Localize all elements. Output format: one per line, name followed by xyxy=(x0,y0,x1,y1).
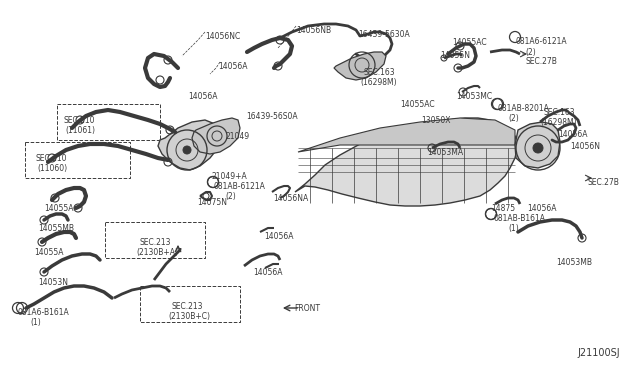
Text: 14053MB: 14053MB xyxy=(556,258,592,267)
Text: 14056NA: 14056NA xyxy=(273,194,308,203)
Text: 14055MB: 14055MB xyxy=(38,224,74,233)
Text: 14055N: 14055N xyxy=(440,51,470,60)
Text: SEC.163: SEC.163 xyxy=(543,108,575,117)
Text: 14056A: 14056A xyxy=(527,204,557,213)
Text: 081AB-6121A: 081AB-6121A xyxy=(213,182,265,191)
Text: 16439-5630A: 16439-5630A xyxy=(358,30,410,39)
Text: SEC.213: SEC.213 xyxy=(172,302,204,311)
Text: SEC.210: SEC.210 xyxy=(63,116,95,125)
Text: 14056A: 14056A xyxy=(218,62,248,71)
Text: SEC.27B: SEC.27B xyxy=(525,57,557,66)
Text: 14053MC: 14053MC xyxy=(456,92,492,101)
Polygon shape xyxy=(158,120,220,170)
Text: 14875: 14875 xyxy=(491,204,515,213)
Text: 14055A: 14055A xyxy=(34,248,63,257)
Text: 14056NC: 14056NC xyxy=(205,32,240,41)
Text: (2): (2) xyxy=(508,114,519,123)
Text: J21100SJ: J21100SJ xyxy=(577,348,620,358)
Text: (11060): (11060) xyxy=(37,164,67,173)
Text: 14056A: 14056A xyxy=(558,130,588,139)
Circle shape xyxy=(533,143,543,153)
Text: 14056N: 14056N xyxy=(570,142,600,151)
Text: 14053MA: 14053MA xyxy=(427,148,463,157)
Circle shape xyxy=(183,146,191,154)
Text: (1): (1) xyxy=(30,318,41,327)
Text: SEC.163: SEC.163 xyxy=(363,68,395,77)
Text: (2): (2) xyxy=(525,48,536,57)
Text: 14056A: 14056A xyxy=(264,232,294,241)
Text: SEC.27B: SEC.27B xyxy=(587,178,619,187)
Polygon shape xyxy=(334,52,386,80)
Text: SEC.210: SEC.210 xyxy=(35,154,67,163)
Text: 14056A: 14056A xyxy=(253,268,282,277)
Text: 14056A: 14056A xyxy=(188,92,218,101)
Text: 21049: 21049 xyxy=(226,132,250,141)
Text: 14055A: 14055A xyxy=(44,204,74,213)
Text: 14055AC: 14055AC xyxy=(452,38,486,47)
Text: 081AB-B161A: 081AB-B161A xyxy=(494,214,546,223)
Text: (2): (2) xyxy=(225,192,236,201)
Text: 13050X: 13050X xyxy=(421,116,451,125)
Text: (2130B+C): (2130B+C) xyxy=(168,312,210,321)
Text: SEC.213: SEC.213 xyxy=(140,238,172,247)
Text: (1): (1) xyxy=(508,224,519,233)
Text: (16298M): (16298M) xyxy=(360,78,397,87)
Polygon shape xyxy=(298,118,515,152)
Text: 14055AC: 14055AC xyxy=(400,100,435,109)
Text: 081AB-8201A: 081AB-8201A xyxy=(497,104,549,113)
Text: (11061): (11061) xyxy=(65,126,95,135)
Text: 14056NB: 14056NB xyxy=(296,26,331,35)
Text: 16439-56S0A: 16439-56S0A xyxy=(246,112,298,121)
Text: 081A6-6121A: 081A6-6121A xyxy=(515,37,566,46)
Text: 14053N: 14053N xyxy=(38,278,68,287)
Text: 081A6-B161A: 081A6-B161A xyxy=(18,308,70,317)
Polygon shape xyxy=(515,122,560,168)
Text: (16298M): (16298M) xyxy=(540,118,577,127)
Polygon shape xyxy=(295,118,518,206)
Text: (2130B+A): (2130B+A) xyxy=(136,248,178,257)
Polygon shape xyxy=(192,118,240,154)
Text: FRONT: FRONT xyxy=(294,304,320,313)
Text: 14075N: 14075N xyxy=(197,198,227,207)
Text: 21049+A: 21049+A xyxy=(212,172,248,181)
